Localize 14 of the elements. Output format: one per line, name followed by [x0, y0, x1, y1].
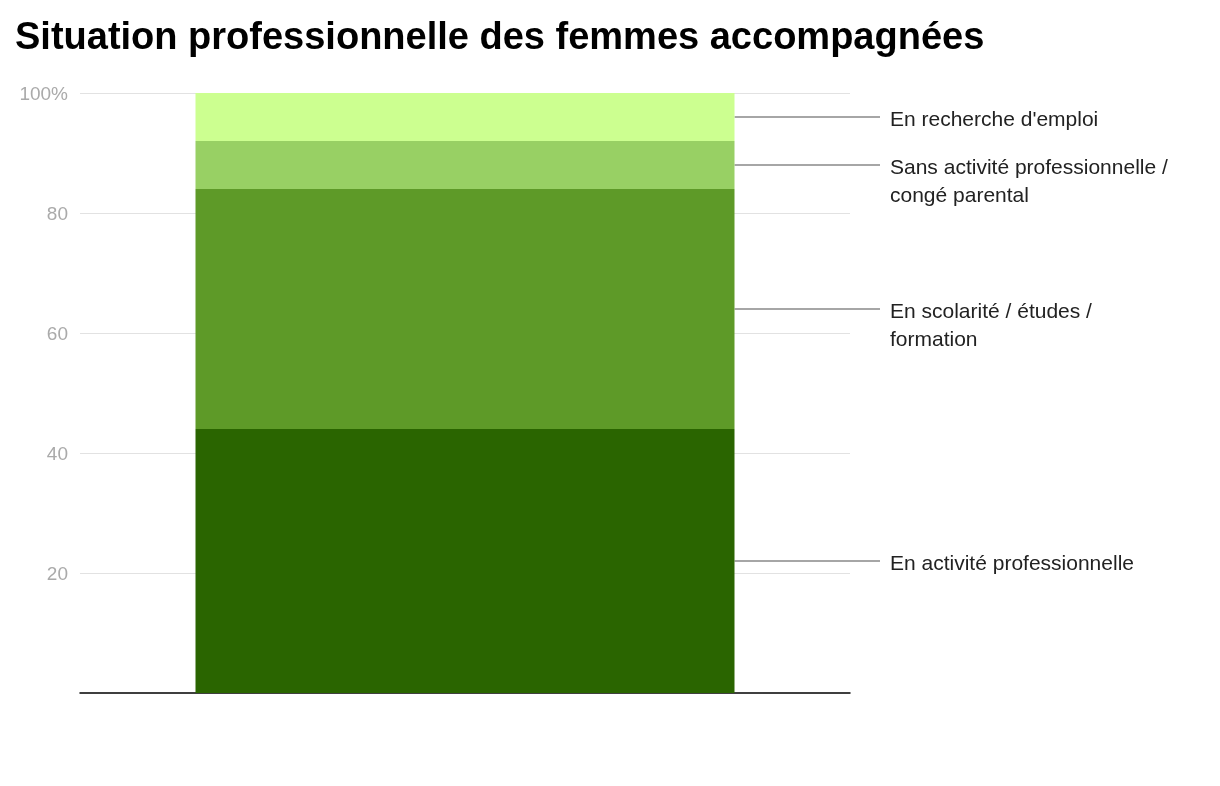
bar [195, 189, 735, 429]
text: En scolarité / études / formation [890, 298, 1098, 350]
chart-title: Situation professionnelle des femmes accompagnées [15, 15, 985, 57]
text: En recherche d'emploi [890, 106, 1099, 130]
y-tick-label: 20 [46, 562, 68, 584]
text: Sans activité professionnelle / congé parental [890, 154, 1174, 206]
bar [195, 93, 735, 141]
bar [195, 429, 735, 693]
text: En activité professionnelle [890, 550, 1134, 574]
y-tick-label: 40 [46, 442, 68, 464]
y-tick-label: 100% [19, 82, 69, 104]
y-tick-label: 60 [46, 322, 68, 344]
bar [195, 141, 735, 189]
y-tick-label: 80 [46, 202, 68, 224]
